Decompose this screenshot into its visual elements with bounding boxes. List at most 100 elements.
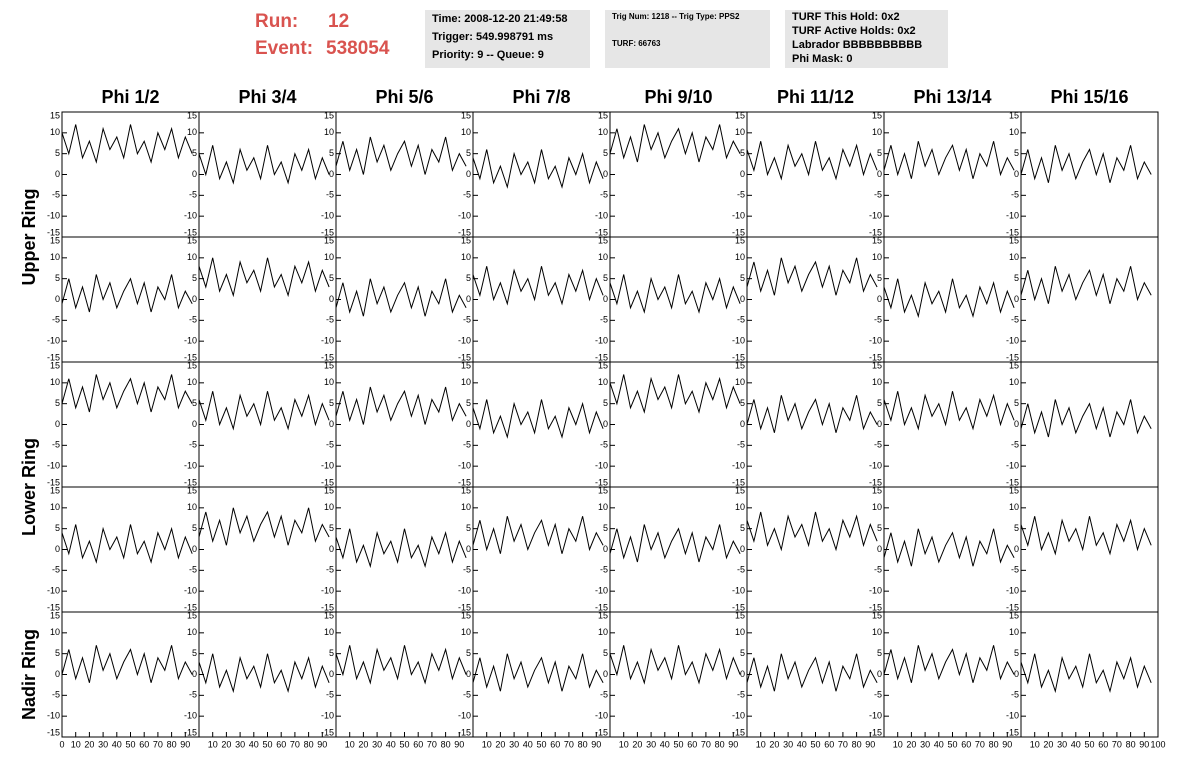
x-tick-label: 70 (153, 739, 163, 749)
y-tick-label: -15 (732, 227, 745, 237)
y-tick-label: 10 (1009, 127, 1019, 137)
y-tick-label: 10 (461, 127, 471, 137)
waveform (609, 274, 741, 314)
y-tick-label: -15 (1006, 602, 1019, 612)
y-tick-label: -10 (321, 211, 334, 221)
y-tick-label: 10 (50, 127, 60, 137)
y-tick-label: 10 (324, 252, 334, 262)
y-tick-label: 10 (598, 127, 608, 137)
y-tick-label: 0 (740, 544, 745, 554)
info-line: Time: 2008-12-20 21:49:58 (432, 13, 568, 25)
x-tick-label: 60 (687, 739, 697, 749)
x-tick-label: 60 (413, 739, 423, 749)
y-tick-label: -15 (184, 352, 197, 362)
waveform (609, 524, 741, 563)
waveform (61, 274, 193, 313)
y-tick-label: -10 (595, 586, 608, 596)
y-tick-label: 0 (466, 294, 471, 304)
x-tick-label: 30 (372, 739, 382, 749)
row-label: Lower Ring (19, 438, 39, 536)
column-title: Phi 5/6 (375, 87, 433, 107)
x-tick-label: 90 (1002, 739, 1012, 749)
y-tick-label: -10 (732, 211, 745, 221)
info-box (605, 10, 770, 68)
y-tick-label: 10 (735, 502, 745, 512)
y-tick-label: 5 (877, 273, 882, 283)
y-tick-label: 0 (1014, 294, 1019, 304)
y-tick-label: -5 (463, 315, 471, 325)
x-tick-label: 50 (810, 739, 820, 749)
y-tick-label: -10 (869, 586, 882, 596)
y-tick-label: -10 (458, 711, 471, 721)
y-tick-label: 15 (1009, 235, 1019, 245)
y-tick-label: 10 (735, 627, 745, 637)
waveform (883, 528, 1015, 567)
y-tick-label: 0 (55, 669, 60, 679)
x-tick-label: 20 (221, 739, 231, 749)
y-tick-label: -15 (321, 477, 334, 487)
column-title: Phi 3/4 (238, 87, 296, 107)
y-tick-label: -15 (595, 352, 608, 362)
x-tick-label: 30 (1057, 739, 1067, 749)
row-label: Nadir Ring (19, 629, 39, 720)
y-tick-label: -10 (47, 586, 60, 596)
info-box (785, 10, 948, 68)
y-tick-label: -5 (52, 440, 60, 450)
run-label: Run: (255, 11, 298, 32)
y-tick-label: 15 (598, 235, 608, 245)
y-tick-label: 0 (466, 669, 471, 679)
waveform (609, 374, 741, 414)
waveform (61, 645, 193, 683)
y-tick-label: 10 (598, 377, 608, 387)
y-tick-label: -10 (595, 711, 608, 721)
y-tick-label: 15 (187, 235, 197, 245)
y-tick-label: -10 (184, 711, 197, 721)
y-tick-label: 15 (735, 110, 745, 120)
panel-frame (1020, 111, 1159, 238)
x-tick-label: 80 (167, 739, 177, 749)
y-tick-label: -15 (595, 727, 608, 737)
y-tick-label: -5 (874, 315, 882, 325)
x-tick-label: 40 (523, 739, 533, 749)
x-tick-label: 10 (208, 739, 218, 749)
y-tick-label: -10 (1006, 211, 1019, 221)
x-tick-label: 90 (591, 739, 601, 749)
y-tick-label: -10 (47, 461, 60, 471)
y-tick-label: 5 (1014, 398, 1019, 408)
y-tick-label: -5 (326, 690, 334, 700)
x-tick-label: 40 (934, 739, 944, 749)
y-tick-label: -5 (600, 315, 608, 325)
y-tick-label: -5 (874, 565, 882, 575)
y-tick-label: 15 (461, 235, 471, 245)
waveform (1020, 266, 1152, 304)
y-tick-label: 0 (603, 419, 608, 429)
y-tick-label: 10 (50, 627, 60, 637)
y-tick-label: 15 (598, 610, 608, 620)
panel-frame (746, 611, 885, 738)
y-tick-label: -10 (321, 461, 334, 471)
y-tick-label: -5 (189, 690, 197, 700)
x-tick-label: 90 (1139, 739, 1149, 749)
y-tick-label: 15 (735, 485, 745, 495)
x-tick-label: 30 (98, 739, 108, 749)
y-tick-label: 10 (598, 627, 608, 637)
waveform (1020, 399, 1152, 438)
y-tick-label: -5 (189, 565, 197, 575)
x-tick-label: 20 (769, 739, 779, 749)
y-tick-label: -15 (732, 727, 745, 737)
y-tick-label: -5 (600, 440, 608, 450)
y-tick-label: 10 (872, 502, 882, 512)
y-tick-label: -15 (321, 727, 334, 737)
y-tick-label: -5 (600, 690, 608, 700)
y-tick-label: 15 (187, 485, 197, 495)
y-tick-label: 0 (740, 669, 745, 679)
waveform (883, 645, 1015, 683)
y-tick-label: -15 (47, 602, 60, 612)
y-tick-label: -10 (184, 211, 197, 221)
y-tick-label: 0 (603, 544, 608, 554)
x-tick-label: 70 (427, 739, 437, 749)
panel-frame (335, 611, 474, 738)
waveform (746, 257, 878, 296)
panel-frame (609, 486, 748, 613)
y-tick-label: -10 (321, 336, 334, 346)
